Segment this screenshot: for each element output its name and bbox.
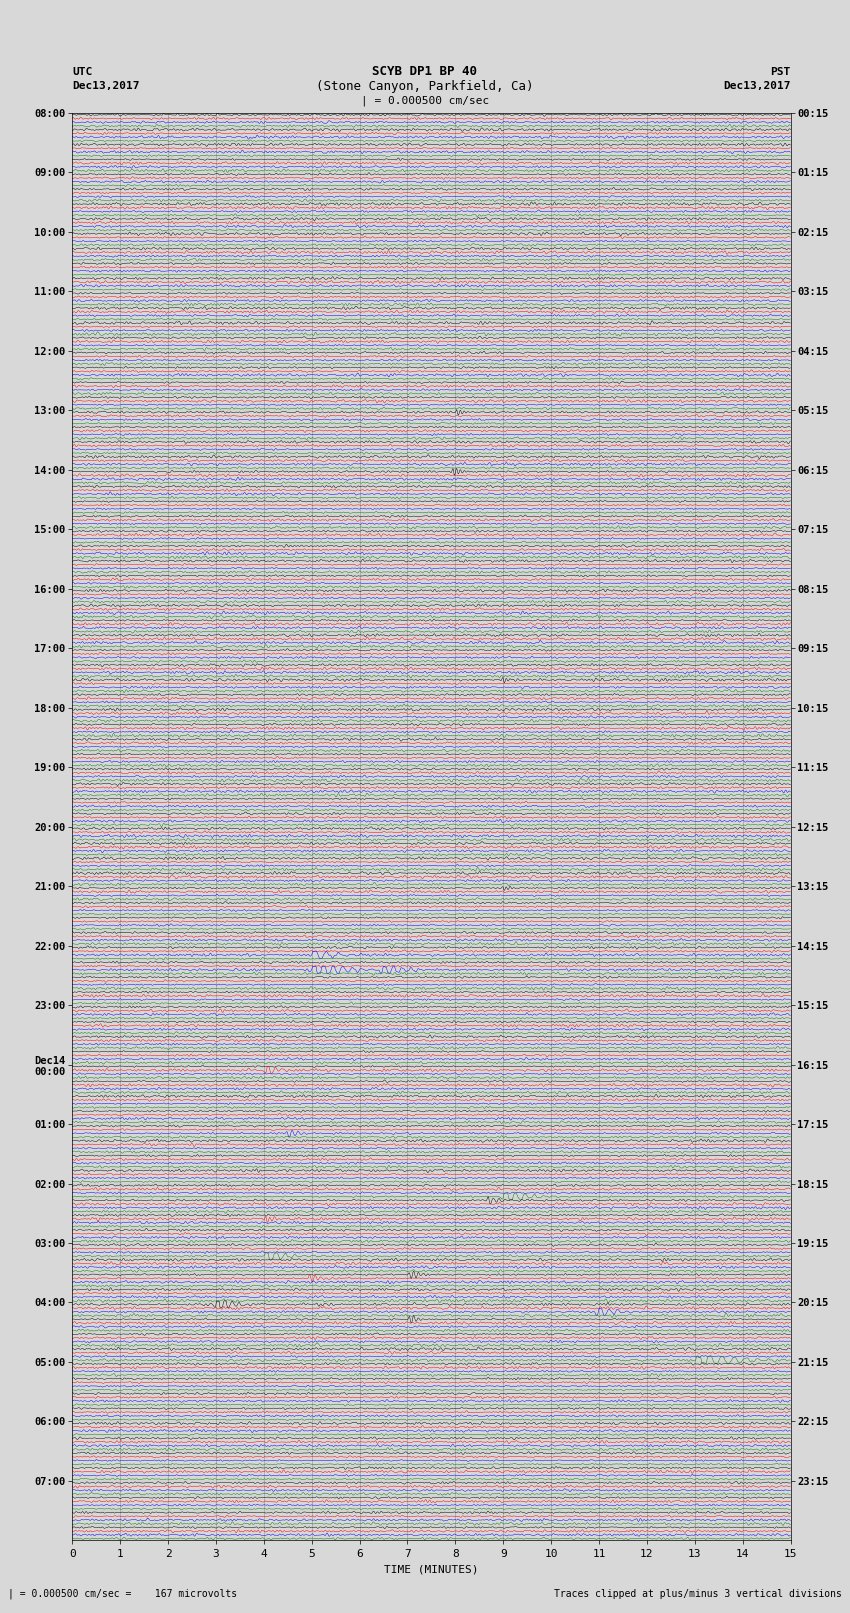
- Text: | = 0.000500 cm/sec =    167 microvolts: | = 0.000500 cm/sec = 167 microvolts: [8, 1589, 238, 1598]
- Text: (Stone Canyon, Parkfield, Ca): (Stone Canyon, Parkfield, Ca): [316, 79, 534, 94]
- Text: Traces clipped at plus/minus 3 vertical divisions: Traces clipped at plus/minus 3 vertical …: [553, 1589, 842, 1598]
- Text: UTC: UTC: [72, 66, 93, 77]
- Text: Dec13,2017: Dec13,2017: [72, 81, 139, 92]
- X-axis label: TIME (MINUTES): TIME (MINUTES): [384, 1565, 479, 1574]
- Text: SCYB DP1 BP 40: SCYB DP1 BP 40: [372, 65, 478, 79]
- Text: | = 0.000500 cm/sec: | = 0.000500 cm/sec: [361, 95, 489, 106]
- Text: PST: PST: [770, 66, 790, 77]
- Text: Dec13,2017: Dec13,2017: [723, 81, 791, 92]
